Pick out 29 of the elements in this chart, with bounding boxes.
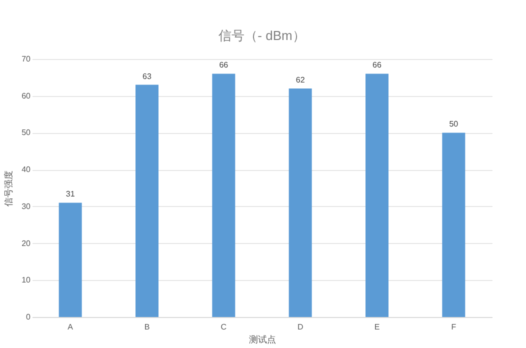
bar	[288, 88, 312, 317]
y-tick-label: 40	[22, 165, 32, 174]
data-label: 66	[219, 60, 229, 70]
data-label: 66	[372, 60, 382, 70]
data-label: 50	[449, 120, 459, 129]
bar	[442, 132, 466, 317]
x-axis-title: 测试点	[249, 334, 276, 344]
y-axis-title: 信号强度	[4, 170, 14, 206]
y-tick-label: 60	[22, 91, 32, 100]
data-label: 63	[142, 72, 152, 81]
x-tick-label: B	[144, 322, 150, 332]
y-tick-label: 20	[22, 238, 32, 248]
data-label: 31	[66, 190, 76, 199]
bar	[366, 74, 388, 317]
y-tick-label: 10	[22, 276, 32, 285]
x-tick-label: E	[374, 322, 380, 332]
y-tick-label: 0	[26, 312, 32, 322]
bar	[58, 202, 82, 317]
bar	[136, 84, 158, 317]
data-label: 62	[296, 75, 306, 84]
x-tick-label: A	[68, 322, 74, 332]
x-tick-label: C	[220, 322, 227, 332]
y-tick-label: 30	[22, 202, 32, 211]
y-tick-label: 70	[22, 54, 32, 64]
y-tick-label: 50	[22, 128, 32, 138]
bar	[212, 74, 236, 317]
chart-title: 信号（- dBm）	[218, 28, 306, 43]
x-tick-label: F	[451, 322, 456, 332]
x-tick-label: D	[297, 322, 304, 332]
